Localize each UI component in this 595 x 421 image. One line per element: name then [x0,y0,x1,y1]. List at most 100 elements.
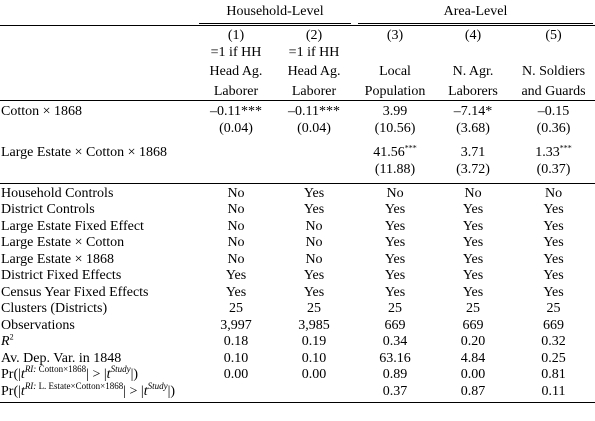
table-cell: 63.16 [379,350,411,366]
table-cell: Yes [303,284,325,300]
ri-label-part: Study [110,364,131,375]
regression-table: Household-Level Area-Level (1) (2) (3) (… [0,4,595,403]
coef-value: 41.56 [373,145,405,160]
ri-label-part: t [20,383,25,399]
column-desc: and Guards [521,83,586,99]
table-cell: 669 [543,317,565,333]
se-value: (0.37) [536,161,571,177]
se-row-large-estate-cotton-1868: (11.88) (3.72) (0.37) [0,162,595,179]
control-row: Observations 3,997 3,985 669 669 669 [0,318,595,335]
table-cell: Yes [225,268,247,283]
table-cell: Yes [462,268,484,283]
table-cell: 4.84 [460,350,486,366]
table-cell: 25 [229,301,243,316]
table-cell: 25 [546,301,561,316]
table-cell: 0.81 [541,367,566,382]
control-row: District Fixed Effects Yes Yes Yes Yes Y… [0,268,595,285]
table-cell: No [227,251,245,267]
table-cell: Yes [384,251,406,267]
column-number: (2) [305,28,323,43]
se-value [275,162,353,179]
ri-label-part: t [106,367,111,382]
table-cell: 0.37 [356,383,435,403]
row-label: Household Controls [0,182,197,202]
column-desc: Laborer [213,83,259,99]
se-value: (3.72) [456,161,490,177]
coef-value: –0.11 [210,104,241,119]
column-desc-row-1: =1 if HH =1 if HH [0,45,595,62]
table-cell: 0.25 [541,350,566,366]
table-cell: 669 [462,317,484,333]
coef-value: 3.71 [460,145,486,160]
table-cell: Yes [543,268,564,283]
coef-cell: –0.15 [512,100,595,121]
table-cell: 25 [388,301,403,316]
ri-label-part: |) [167,383,176,399]
group-label-area: Area-Level [358,4,594,24]
table-cell: 25 [307,301,321,316]
table-cell: 0.87 [434,383,513,403]
table-cell: 0.89 [382,367,408,382]
table-cell: Yes [543,235,564,250]
control-row: Census Year Fixed Effects Yes Yes Yes Ye… [0,285,595,302]
table-cell: Yes [462,202,484,217]
column-desc-row-2: Head Ag. Head Ag. Local N. Agr. N. Soldi… [0,64,595,81]
table-cell: Yes [543,251,564,267]
table-cell [275,383,354,403]
column-desc [356,45,434,62]
se-value: (11.88) [374,161,416,177]
table-cell: 0.00 [460,367,486,382]
column-number-row: (1) (2) (3) (4) (5) [0,28,595,45]
table-cell: Yes [543,218,564,234]
row-label: Pr(|tRI: Cotton×1868| > |tStudy|) [0,364,197,384]
column-desc-row-3: Laborer Laborer Population Laborers and … [0,84,595,101]
coef-value: 3.99 [382,104,408,119]
column-number: (5) [545,28,562,43]
coef-cell: 41.56*** [356,144,434,162]
se-value: (10.56) [374,120,416,136]
ri-label-part: L. Estate×Cotton×1868 [36,380,124,391]
column-number: (1) [227,28,245,43]
coef-value: –7.14 [453,104,486,119]
coef-value: 1.33 [535,145,560,160]
row-label: Cotton × 1868 [0,100,197,121]
row-label: R2 [0,332,197,351]
column-desc: Local [379,64,411,79]
row-label: Large Estate × 1868 [1,251,114,267]
ri-label-part: | > | [86,367,107,382]
table-cell: 3,997 [220,317,252,333]
row-label: Large Estate × Cotton × 1868 [1,145,168,160]
table-cell: 669 [384,317,406,333]
group-header-household: Household-Level [197,4,354,26]
ri-label-part: RI: [24,364,37,375]
column-desc [512,45,595,62]
ri-label-part: RI: [24,380,37,391]
se-value: (3.68) [456,120,490,136]
coef-cell: –0.11*** [197,100,275,121]
significance-stars: *** [559,143,572,153]
table-cell: No [305,218,323,234]
row-label: Observations [1,317,75,333]
control-row: Household Controls No Yes No No No [0,182,595,202]
coef-cell: 3.71 [434,145,512,162]
r-squared-exponent: 2 [9,332,14,342]
control-row: District Controls No Yes Yes Yes Yes [0,202,595,219]
coef-cell [197,145,275,162]
table-cell: 0.00 [301,367,327,382]
table-cell: 0.00 [223,367,249,382]
table-cell: Yes [462,235,484,250]
table-cell: Yes [275,182,354,202]
table-cell: Yes [384,202,406,217]
row-label: District Controls [1,202,95,217]
table-cell: Yes [462,251,484,267]
se-value: (0.04) [219,120,253,136]
table-cell: 3,985 [298,317,330,333]
control-row: Large Estate × 1868 No No Yes Yes Yes [0,252,595,269]
row-label: Clusters (Districts) [1,301,108,316]
ri-label-part: |) [130,367,139,382]
ri-label-part: Cotton×1868 [36,364,87,375]
group-header-area: Area-Level [356,4,595,26]
coef-cell: 3.99 [356,100,435,121]
table-cell: No [227,235,245,250]
ri-label-part: Pr(| [1,367,21,382]
